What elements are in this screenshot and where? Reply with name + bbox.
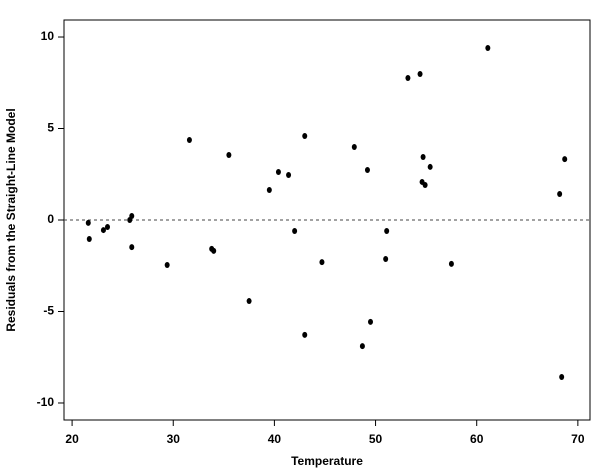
point: [351, 143, 357, 150]
point: [383, 255, 389, 262]
point: [85, 219, 91, 226]
point: [557, 191, 563, 198]
y-tick-label: -5: [43, 304, 54, 318]
point: [384, 227, 390, 234]
x-tick-label: 30: [167, 432, 181, 446]
y-tick-label: 10: [41, 29, 55, 43]
y-tick-label: 0: [47, 212, 54, 226]
point: [405, 75, 411, 82]
point: [104, 223, 110, 230]
x-tick-label: 50: [369, 432, 383, 446]
point: [319, 259, 325, 266]
point: [129, 244, 135, 251]
point: [448, 260, 454, 267]
point: [367, 318, 373, 325]
point: [86, 236, 92, 243]
y-axis-label: Residuals from the Straight-Line Model: [4, 108, 18, 331]
point: [302, 133, 308, 140]
point: [559, 373, 565, 380]
point: [275, 169, 281, 176]
point: [164, 262, 170, 269]
y-tick-label: 5: [47, 121, 54, 135]
point: [420, 154, 426, 161]
x-tick-label: 20: [65, 432, 79, 446]
point: [266, 186, 272, 193]
point: [422, 182, 428, 189]
point: [286, 171, 292, 178]
point: [186, 137, 192, 144]
point: [417, 70, 423, 77]
point: [364, 167, 370, 174]
x-tick-label: 60: [470, 432, 484, 446]
point: [562, 156, 568, 163]
point: [129, 212, 135, 219]
point: [211, 247, 217, 254]
point: [359, 343, 365, 350]
point: [226, 152, 232, 159]
point: [485, 44, 491, 51]
point: [246, 298, 252, 305]
x-tick-label: 40: [268, 432, 282, 446]
point: [100, 227, 106, 234]
point: [302, 331, 308, 338]
x-tick-label: 70: [571, 432, 585, 446]
y-tick-label: -10: [37, 395, 55, 409]
x-axis-label: Temperature: [291, 454, 363, 468]
point: [292, 227, 298, 234]
point: [427, 163, 433, 170]
